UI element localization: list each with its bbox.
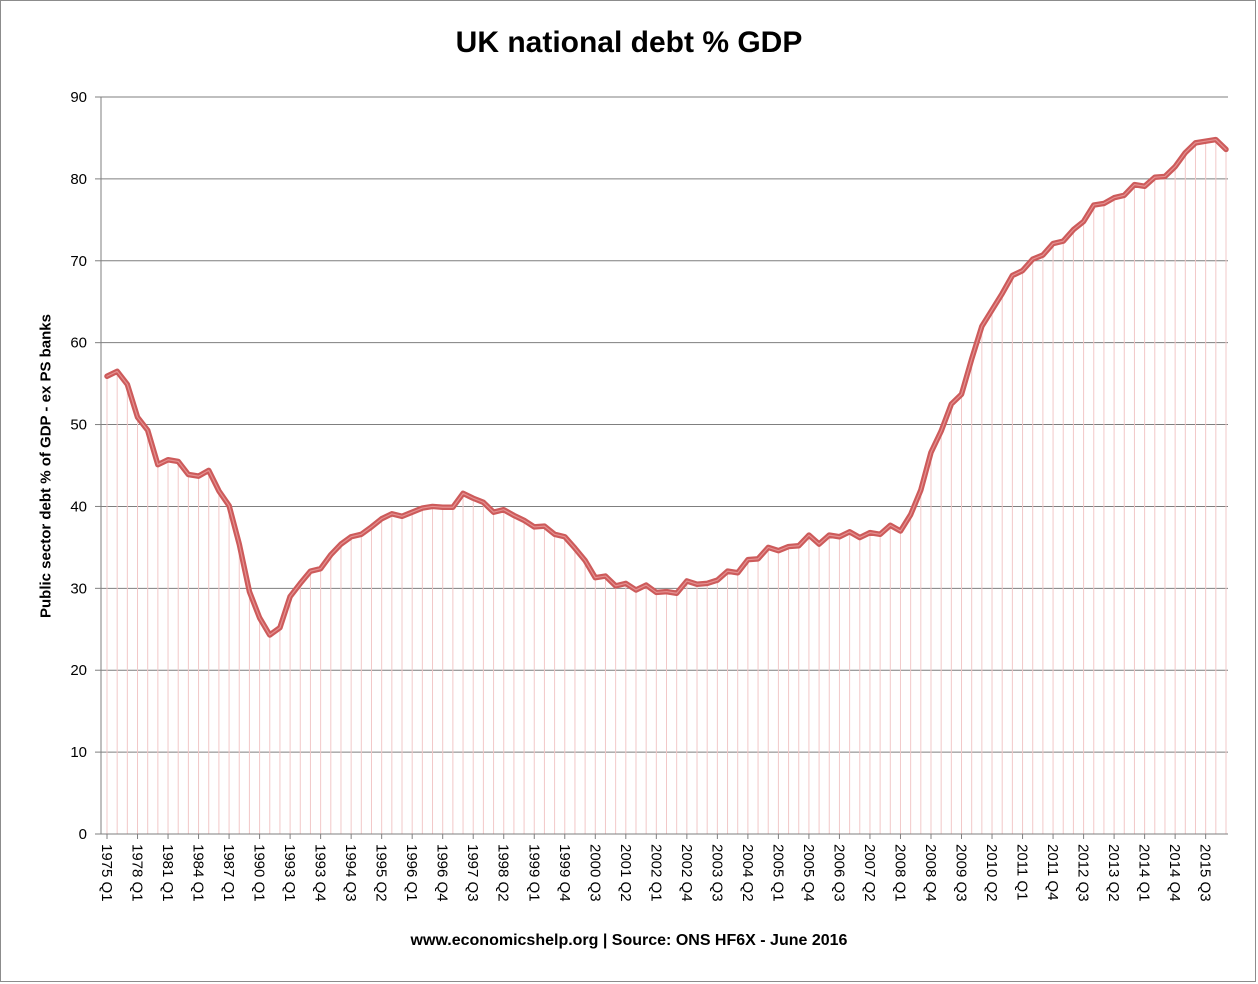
x-tick-label: 2011 Q1 — [1014, 844, 1031, 900]
x-tick-label: 1975 Q1 — [98, 844, 115, 902]
x-tick-label: 2002 Q1 — [647, 844, 664, 902]
x-tick-label: 2010 Q2 — [983, 844, 1000, 902]
y-tick-label: 30 — [70, 580, 87, 597]
x-tick-label: 2007 Q2 — [861, 844, 878, 902]
y-tick-label: 70 — [70, 253, 87, 270]
drop-lines — [106, 139, 1227, 834]
x-tick-label: 1994 Q3 — [342, 844, 359, 902]
x-tick-label: 2005 Q1 — [769, 844, 786, 902]
gridlines — [101, 96, 1228, 753]
y-tick-label: 50 — [70, 417, 87, 434]
y-tick-label: 10 — [70, 744, 87, 761]
y-tick-label: 90 — [70, 89, 87, 106]
series-highlight — [106, 138, 1227, 636]
y-tick-label: 0 — [79, 826, 87, 843]
x-tick-label: 1993 Q4 — [312, 844, 329, 902]
y-tick-label: 80 — [70, 171, 87, 188]
chart-title: UK national debt % GDP — [455, 26, 803, 59]
x-tick-label: 2004 Q2 — [739, 844, 756, 902]
x-tick-label: 1999 Q4 — [556, 844, 573, 902]
series-group — [104, 136, 1229, 638]
x-tick-label: 2008 Q4 — [922, 844, 939, 902]
x-tick-label: 1995 Q2 — [373, 844, 390, 902]
x-tick-label: 2012 Q3 — [1075, 844, 1092, 902]
y-tick-labels: 0 10 20 30 40 50 60 70 80 90 — [70, 89, 87, 843]
x-tick-label: 1984 Q1 — [190, 844, 207, 902]
y-tick-label: 60 — [70, 335, 87, 352]
x-tick-label: 2009 Q3 — [953, 844, 970, 902]
x-tick-label: 2005 Q4 — [800, 844, 817, 902]
x-tick-label: 2015 Q3 — [1197, 844, 1214, 902]
x-tick-label: 1987 Q1 — [220, 844, 237, 902]
axes — [95, 96, 1228, 839]
x-tick-label: 1993 Q1 — [281, 844, 298, 902]
y-tick-label: 40 — [70, 498, 87, 515]
x-tick-label: 1999 Q1 — [525, 844, 542, 902]
x-tick-label: 1997 Q3 — [464, 844, 481, 902]
x-tick-label: 2011 Q4 — [1044, 844, 1061, 900]
x-axis-label: www.economicshelp.org | Source: ONS HF6X… — [410, 932, 848, 949]
y-tick-label: 20 — [70, 662, 87, 679]
x-tick-label: 2002 Q4 — [678, 844, 695, 902]
x-tick-label: 2001 Q2 — [617, 844, 634, 902]
x-tick-label: 2006 Q3 — [830, 844, 847, 902]
x-tick-label: 2014 Q1 — [1136, 844, 1153, 902]
x-tick-label: 2014 Q4 — [1166, 844, 1183, 902]
x-tick-labels: 1975 Q1 1978 Q1 1981 Q1 1984 Q1 1987 Q1 1990 … — [98, 844, 1214, 902]
x-tick-label: 1978 Q1 — [129, 844, 146, 902]
x-tick-label: 1998 Q2 — [495, 844, 512, 902]
x-tick-label: 2000 Q3 — [586, 844, 603, 902]
x-tick-label: 2003 Q3 — [708, 844, 725, 902]
x-tick-label: 1996 Q1 — [403, 844, 420, 902]
x-tick-label: 2013 Q2 — [1105, 844, 1122, 902]
x-tick-label: 1981 Q1 — [159, 844, 176, 902]
x-tick-label: 1990 Q1 — [251, 844, 268, 902]
x-tick-label: 1996 Q4 — [434, 844, 451, 902]
x-tick-label: 2008 Q1 — [891, 844, 908, 902]
series-line — [104, 136, 1229, 638]
